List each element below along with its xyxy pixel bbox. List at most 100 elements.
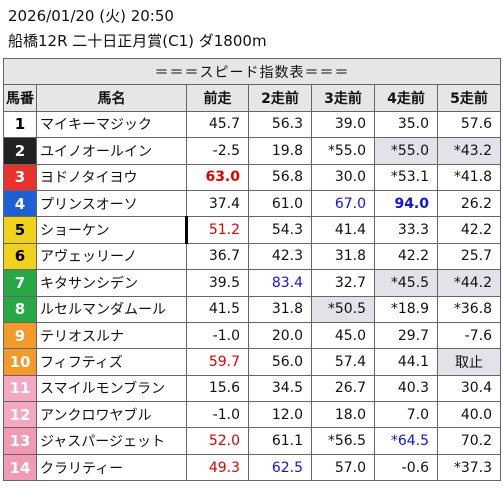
table-row: 5 ショーケン 51.2 54.3 41.4 33.3 42.2: [3, 216, 501, 244]
horse-number-cell: 10: [3, 348, 37, 376]
speed-index-cell: 40.0: [437, 401, 501, 429]
speed-index-cell: *18.9: [374, 295, 438, 323]
speed-index-cell: 15.6: [186, 374, 249, 403]
speed-index-cell: 61.1: [248, 427, 312, 455]
horse-name-cell: クラリティー: [36, 453, 187, 482]
speed-index-cell: 取止: [437, 348, 501, 376]
table-row: 8 ルセルマンダムール 41.5 31.8 *50.5 *18.9 *36.8: [3, 295, 501, 323]
speed-index-cell: *53.1: [374, 163, 438, 191]
speed-index-cell: 30.4: [437, 374, 501, 403]
horse-name-cell: テリオスルナ: [36, 321, 187, 350]
speed-index-cell: *44.2: [437, 269, 501, 297]
horse-number-cell: 4: [3, 189, 37, 218]
speed-index-cell: *45.5: [374, 269, 438, 297]
horse-name-cell: マイキーマジック: [36, 110, 187, 139]
speed-index-cell: 44.1: [374, 348, 438, 376]
col-header-number: 馬番: [3, 84, 37, 112]
speed-index-cell: 30.0: [311, 163, 375, 191]
table-title-row: ＝＝＝スピード指数表＝＝＝: [3, 57, 501, 86]
table-title: ＝＝＝スピード指数表＝＝＝: [3, 57, 501, 86]
speed-index-cell: 67.0: [311, 189, 375, 218]
horse-name-cell: プリンスオーソ: [36, 189, 187, 218]
speed-index-cell: 26.7: [311, 374, 375, 403]
speed-index-cell: *37.3: [437, 453, 501, 482]
speed-index-cell: -7.6: [437, 321, 501, 350]
horse-number-cell: 14: [3, 453, 37, 482]
col-header-2back: 2走前: [248, 84, 312, 112]
speed-index-cell: 42.2: [437, 216, 501, 244]
table-row: 2 ユイノオールイン -2.5 19.8 *55.0 *55.0 *43.2: [3, 137, 501, 165]
speed-index-cell: 61.0: [248, 189, 312, 218]
speed-index-cell: 51.2: [186, 216, 249, 244]
speed-index-cell: 39.5: [186, 269, 249, 297]
speed-index-cell: 26.2: [437, 189, 501, 218]
speed-index-table: ＝＝＝スピード指数表＝＝＝ 馬番 馬名 前走 2走前 3走前 4走前 5走前 1…: [3, 57, 501, 482]
speed-index-cell: 59.7: [186, 348, 249, 376]
horse-number-cell: 11: [3, 374, 37, 403]
horse-name-cell: フィフティズ: [36, 348, 187, 376]
table-row: 14 クラリティー 49.3 62.5 57.0 -0.6 *37.3: [3, 453, 501, 482]
col-header-4back: 4走前: [374, 84, 438, 112]
horse-number-cell: 1: [3, 110, 37, 139]
speed-index-cell: *55.0: [374, 137, 438, 165]
table-row: 6 アヴェッリーノ 36.7 42.3 31.8 42.2 25.7: [3, 242, 501, 271]
race-header: 2026/01/20 (火) 20:50 船橋12R 二十日正月賞(C1) ダ1…: [0, 0, 503, 58]
horse-name-cell: ユイノオールイン: [36, 137, 187, 165]
speed-index-cell: *43.2: [437, 137, 501, 165]
table-row: 13 ジャスパージェット 52.0 61.1 *56.5 *64.5 70.2: [3, 427, 501, 455]
speed-index-cell: *36.8: [437, 295, 501, 323]
horse-number-cell: 7: [3, 269, 37, 297]
speed-index-cell: *50.5: [311, 295, 375, 323]
table-row: 4 プリンスオーソ 37.4 61.0 67.0 94.0 26.2: [3, 189, 501, 218]
horse-number-cell: 9: [3, 321, 37, 350]
table-row: 10 フィフティズ 59.7 56.0 57.4 44.1 取止: [3, 348, 501, 376]
horse-name-cell: キタサンシデン: [36, 269, 187, 297]
speed-index-cell: 20.0: [248, 321, 312, 350]
speed-index-cell: *55.0: [311, 137, 375, 165]
speed-index-cell: 57.0: [311, 453, 375, 482]
speed-index-cell: 70.2: [437, 427, 501, 455]
speed-index-cell: 62.5: [248, 453, 312, 482]
speed-index-cell: 12.0: [248, 401, 312, 429]
speed-index-cell: 42.2: [374, 242, 438, 271]
speed-index-cell: 32.7: [311, 269, 375, 297]
speed-index-cell: 63.0: [186, 163, 249, 191]
speed-index-cell: 31.8: [248, 295, 312, 323]
speed-index-cell: 7.0: [374, 401, 438, 429]
horse-number-cell: 2: [3, 137, 37, 165]
table-row: 12 アンクロワヤブル -1.0 12.0 18.0 7.0 40.0: [3, 401, 501, 429]
speed-index-cell: 18.0: [311, 401, 375, 429]
table-row: 3 ヨドノタイヨウ 63.0 56.8 30.0 *53.1 *41.8: [3, 163, 501, 191]
horse-number-cell: 6: [3, 242, 37, 271]
horse-number-cell: 3: [3, 163, 37, 191]
speed-index-cell: 52.0: [186, 427, 249, 455]
speed-index-cell: 37.4: [186, 189, 249, 218]
speed-index-cell: 41.4: [311, 216, 375, 244]
speed-index-cell: 36.7: [186, 242, 249, 271]
horse-number-cell: 13: [3, 427, 37, 455]
speed-index-cell: 35.0: [374, 110, 438, 139]
speed-index-cell: *41.8: [437, 163, 501, 191]
horse-number-cell: 5: [3, 216, 37, 244]
horse-name-cell: アンクロワヤブル: [36, 401, 187, 429]
horse-number-cell: 8: [3, 295, 37, 323]
table-row: 9 テリオスルナ -1.0 20.0 45.0 29.7 -7.6: [3, 321, 501, 350]
col-header-name: 馬名: [36, 84, 187, 112]
speed-index-cell: *64.5: [374, 427, 438, 455]
table-row: 11 スマイルモンブラン 15.6 34.5 26.7 40.3 30.4: [3, 374, 501, 403]
header-row: 馬番 馬名 前走 2走前 3走前 4走前 5走前: [3, 84, 501, 112]
col-header-5back: 5走前: [437, 84, 501, 112]
speed-index-cell: 56.3: [248, 110, 312, 139]
table-row: 1 マイキーマジック 45.7 56.3 39.0 35.0 57.6: [3, 110, 501, 139]
speed-index-cell: 39.0: [311, 110, 375, 139]
speed-index-cell: -0.6: [374, 453, 438, 482]
speed-index-cell: 57.4: [311, 348, 375, 376]
race-title: 船橋12R 二十日正月賞(C1) ダ1800m: [8, 32, 267, 50]
speed-index-cell: 29.7: [374, 321, 438, 350]
speed-index-cell: 41.5: [186, 295, 249, 323]
race-datetime: 2026/01/20 (火) 20:50: [8, 7, 174, 25]
speed-index-cell: 94.0: [374, 189, 438, 218]
speed-index-cell: 45.0: [311, 321, 375, 350]
horse-name-cell: アヴェッリーノ: [36, 242, 187, 271]
speed-index-cell: 54.3: [248, 216, 312, 244]
